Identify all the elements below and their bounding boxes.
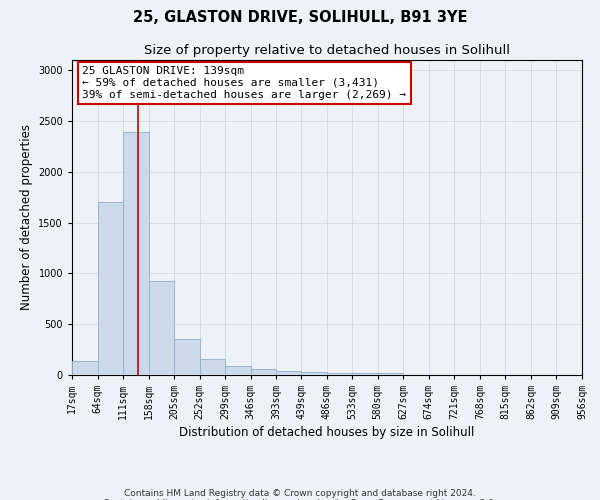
Bar — [149, 280, 174, 375]
Bar — [174, 340, 200, 375]
Bar — [123, 132, 149, 375]
Bar — [352, 373, 378, 375]
Title: Size of property relative to detached houses in Solihull: Size of property relative to detached ho… — [144, 44, 510, 58]
Bar — [327, 373, 352, 375]
Text: Contains public sector information licensed under the Open Government Licence v3: Contains public sector information licen… — [103, 498, 497, 500]
Y-axis label: Number of detached properties: Number of detached properties — [20, 124, 32, 310]
Bar — [301, 372, 327, 375]
Bar — [72, 361, 98, 375]
Bar — [378, 374, 403, 375]
Text: 25, GLASTON DRIVE, SOLIHULL, B91 3YE: 25, GLASTON DRIVE, SOLIHULL, B91 3YE — [133, 10, 467, 25]
X-axis label: Distribution of detached houses by size in Solihull: Distribution of detached houses by size … — [179, 426, 475, 439]
Bar — [98, 202, 123, 375]
Text: 25 GLASTON DRIVE: 139sqm
← 59% of detached houses are smaller (3,431)
39% of sem: 25 GLASTON DRIVE: 139sqm ← 59% of detach… — [82, 66, 406, 100]
Bar — [276, 372, 301, 375]
Bar — [251, 370, 276, 375]
Text: Contains HM Land Registry data © Crown copyright and database right 2024.: Contains HM Land Registry data © Crown c… — [124, 488, 476, 498]
Bar — [225, 366, 251, 375]
Bar — [200, 358, 225, 375]
